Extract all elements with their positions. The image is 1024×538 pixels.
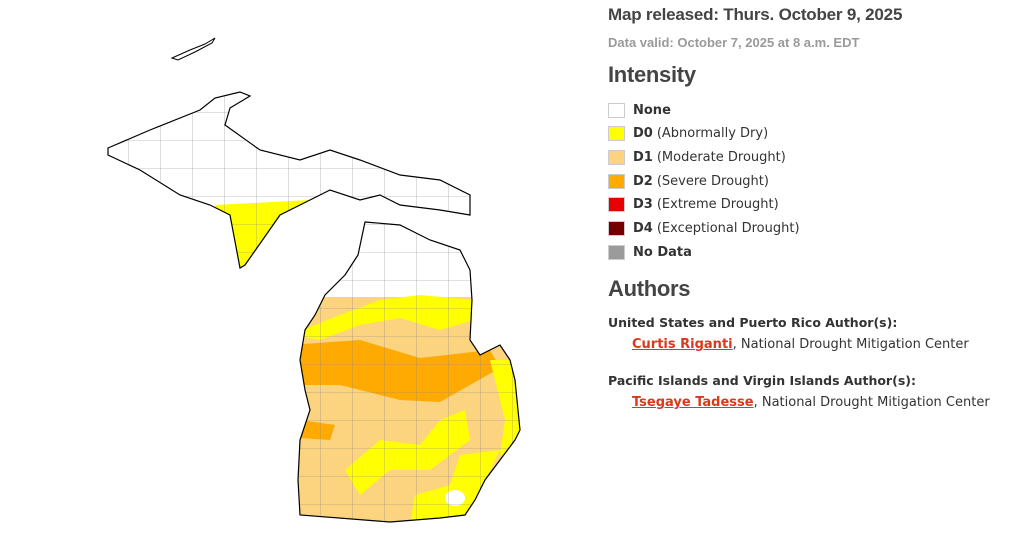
legend-code: D0 <box>633 126 653 142</box>
legend-swatch <box>608 221 625 236</box>
legend-swatch <box>608 173 625 189</box>
legend-item: None <box>608 101 675 119</box>
legend-code: D4 <box>633 221 653 236</box>
drought-map <box>107 37 521 523</box>
authors-title: Authors <box>608 276 691 301</box>
author-link[interactable]: Tsegaye Tadesse <box>632 395 754 410</box>
legend-item: D0 (Abnormally Dry) <box>608 125 768 143</box>
legend-item: D3 (Extreme Drought) <box>608 196 779 214</box>
author-heading: Pacific Islands and Virgin Islands Autho… <box>608 373 916 388</box>
intensity-title: Intensity <box>608 62 696 87</box>
lower-peninsula <box>298 222 520 522</box>
map-released: Map released: Thurs. October 9, 2025 <box>608 5 903 24</box>
legend-desc: (Extreme Drought) <box>656 197 779 213</box>
isle-royale <box>170 37 216 61</box>
legend-swatch <box>608 244 625 260</box>
legend-code: D1 <box>633 149 653 165</box>
legend-swatch <box>608 149 625 165</box>
legend-item: No Data <box>608 243 696 261</box>
legend-desc: (Severe Drought) <box>656 173 769 189</box>
legend-code: No Data <box>633 244 692 260</box>
data-valid: Data valid: October 7, 2025 at 8 a.m. ED… <box>608 35 860 50</box>
author-line: Curtis Riganti, National Drought Mitigat… <box>632 337 969 352</box>
legend-code: D3 <box>633 197 653 213</box>
author-line: Tsegaye Tadesse, National Drought Mitiga… <box>632 395 990 410</box>
legend-swatch <box>608 197 625 213</box>
legend-item: D2 (Severe Drought) <box>608 172 769 190</box>
legend-item: D1 (Moderate Drought) <box>608 148 786 166</box>
legend-desc: (Moderate Drought) <box>656 149 786 165</box>
legend-swatch <box>608 102 625 118</box>
legend-desc: (Abnormally Dry) <box>656 126 769 142</box>
legend-code: D2 <box>633 173 653 189</box>
legend-swatch <box>608 126 625 142</box>
legend-desc: (Exceptional Drought) <box>656 221 800 236</box>
author-affiliation: , National Drought Mitigation Center <box>753 395 990 410</box>
legend-code: None <box>633 102 671 118</box>
author-affiliation: , National Drought Mitigation Center <box>732 337 969 352</box>
legend-item: D4 (Exceptional Drought) <box>608 220 800 238</box>
author-heading: United States and Puerto Rico Author(s): <box>608 315 898 330</box>
author-link[interactable]: Curtis Riganti <box>632 337 733 352</box>
